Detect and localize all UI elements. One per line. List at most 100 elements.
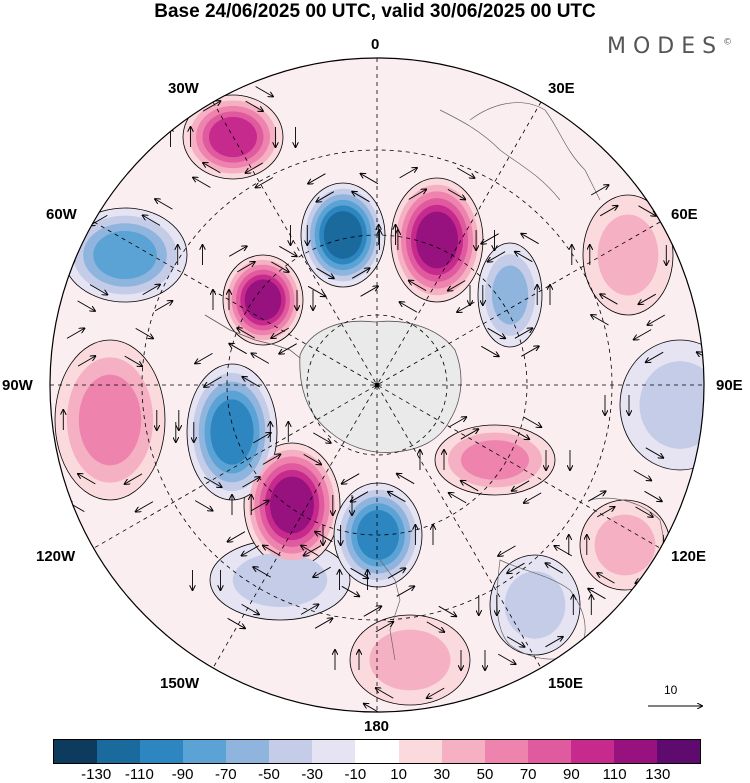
wind-arrow [228,531,246,542]
anomaly-contour [232,553,328,607]
wind-arrow [308,173,326,184]
wind-arrow [241,604,259,614]
wind-arrow [242,545,260,556]
colorbar-swatch [355,740,399,763]
wind-arrow [546,563,564,574]
wind-arrow [361,174,379,185]
wind-arrow [488,251,506,262]
wind-arrow [363,606,381,617]
colorbar-tick-label: 90 [563,766,580,783]
wind-arrow [511,428,529,439]
colorbar-swatch [312,740,356,763]
wind-arrow [143,215,161,226]
colorbar-tick-label: 110 [602,766,627,783]
colorbar-swatch [527,740,571,763]
anomaly-contour [244,279,282,321]
wind-arrow [696,447,704,459]
wind-arrow [66,328,84,339]
wind-arrow [135,328,153,338]
lon-label-120w: 120W [36,548,76,565]
colorbar-tick-label: 70 [519,766,537,783]
colorbar-swatch [570,740,614,763]
wind-arrow [645,588,663,599]
anomaly-contour [270,476,314,534]
wind-arrow [512,480,530,491]
map-boundary [49,57,705,713]
wind-arrow [449,493,467,504]
wind-arrow [271,327,289,338]
wind-arrow [523,416,541,427]
anomaly-contour [639,361,704,449]
colorbar-tick-label: 30 [433,766,451,783]
wind-arrow [77,300,95,311]
graticule [50,58,704,712]
wind-arrow [237,262,254,273]
anomaly-contour [323,211,363,259]
colorbar-tick-label: -30 [301,766,324,783]
wind-arrow [697,352,704,363]
wind-arrow [438,605,456,616]
anomaly-contour [597,214,659,296]
wind-arrow [352,192,370,203]
colorbar-tick-label: -130 [81,766,112,783]
colorbar-tick-label: 130 [645,766,671,783]
wind-arrow [342,473,360,484]
wind-arrow [646,351,664,362]
wind-arrow [375,622,393,633]
lon-label-60w: 60W [46,206,77,223]
wind-arrow [77,356,95,367]
wind-arrow [587,491,605,502]
wind-arrow [245,100,263,111]
wind-arrow [447,189,465,199]
wind-arrow [507,562,525,573]
wind-arrow [481,345,498,356]
wind-arrow [155,199,173,210]
wind-arrow [514,328,532,339]
anomaly-contour [461,440,529,480]
wind-arrow [253,567,271,578]
reference-vector-label: 10 [664,683,678,697]
wind-arrow [521,346,538,357]
wind-arrow [409,281,427,291]
wind-arrow [246,162,264,173]
wind-arrow [709,330,726,340]
wind-arrow [388,492,406,503]
wind-arrow [316,267,334,278]
wind-arrow [481,233,499,244]
wind-arrow [709,470,726,480]
colorbar-tick-label: -110 [124,766,154,783]
anomaly-contour [504,571,566,639]
wind-arrow [136,501,154,512]
wind-arrow [229,344,247,355]
lon-label-0: 0 [371,36,380,53]
colorbar-swatch [54,740,98,763]
wind-arrow [252,353,270,364]
wind-arrow [303,454,321,464]
wind-arrow [590,185,608,196]
colorbar [53,739,701,764]
wind-arrow [89,284,107,295]
colorbar-swatch [441,740,485,763]
lon-label-30e: 30E [548,80,575,97]
anomaly-contour [369,629,451,691]
wind-arrow [638,205,656,216]
anomaly-contour [78,374,142,466]
wind-arrow [645,447,663,458]
wind-arrow [634,329,652,340]
south-pole-marker [374,382,380,388]
wind-arrow [639,293,657,304]
colorbar-tick-label: -10 [344,766,367,783]
wind-arrow [635,506,653,517]
wind-arrow [644,490,662,501]
wind-arrow [262,454,280,465]
colorbar-tick-label: -90 [171,766,194,783]
colorbar-swatch [484,740,528,763]
anomaly-contour [93,230,157,280]
wind-arrow [256,177,274,188]
wind-arrow [242,477,260,488]
colorbar-swatch [183,740,227,763]
wind-arrow [307,285,325,296]
lon-label-180: 180 [364,718,390,735]
wind-arrow [426,621,444,632]
wind-arrow [376,688,394,699]
